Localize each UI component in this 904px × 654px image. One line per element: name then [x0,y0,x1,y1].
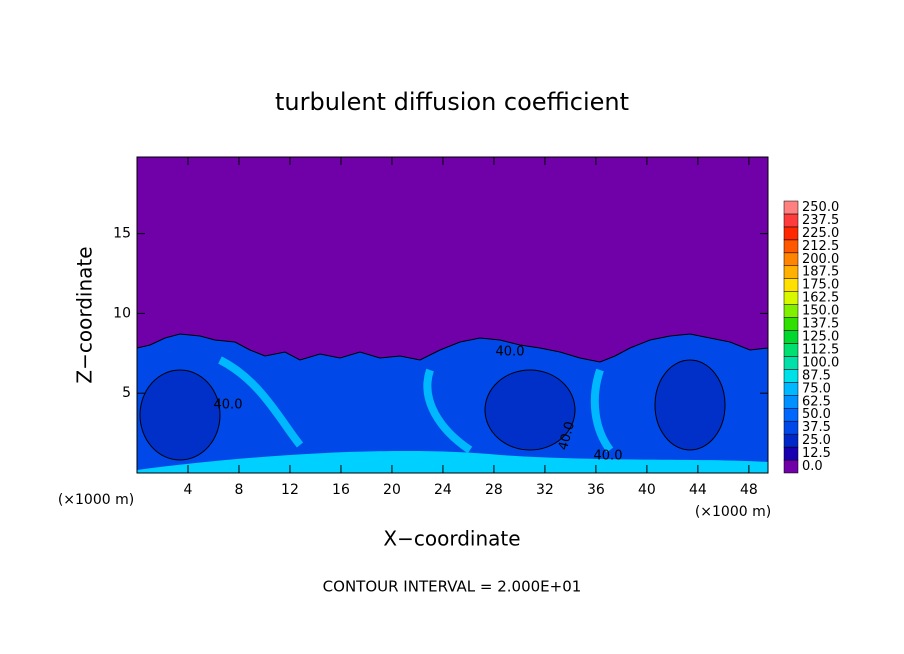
colorbar-box [783,395,799,409]
x-tick-label: 36 [587,482,605,498]
colorbar-label: 237.5 [802,213,839,228]
colorbar-label: 87.5 [802,368,831,383]
colorbar-box [783,213,799,228]
colorbar-label: 212.5 [802,239,839,254]
footnote: CONTOUR INTERVAL = 2.000E+01 [323,578,582,596]
x-tick-label: 20 [383,482,401,498]
x-unit-label: (×1000 m) [58,492,134,508]
contour-label: 40.0 [556,420,578,452]
colorbar-label: 37.5 [802,420,831,435]
colorbar-box [783,369,799,383]
colorbar-box [783,226,799,241]
colorbar-box [783,407,799,422]
colorbar-box [783,304,799,318]
colorbar-label: 112.5 [802,342,839,357]
colorbar-label: 187.5 [802,265,839,280]
colorbar-label: 137.5 [802,317,839,332]
contour-label: 40.0 [594,449,623,464]
colorbar-box [783,420,799,435]
surface-layer [137,450,768,473]
colorbar-box [783,291,799,305]
plot-frame [136,156,769,474]
colorbar-box [783,265,799,279]
colorbar-label: 200.0 [802,252,839,267]
colorbar-label: 12.5 [802,446,831,461]
colorbar-label: 25.0 [802,433,831,448]
y-tick-label: 10 [113,305,131,321]
colorbar-label: 62.5 [802,394,831,409]
x-tick-label: 8 [235,482,244,498]
colorbar-label: 125.0 [802,330,839,345]
colorbar-box [783,317,799,331]
x-tick-label: 40 [638,482,656,498]
colorbar-box [783,343,799,357]
eddy [139,369,221,461]
colorbar-label: 0.0 [802,459,823,474]
chart-title: turbulent diffusion coefficient [275,88,629,116]
contour-label: 40.0 [214,398,243,413]
x-tick-label: 28 [485,482,503,498]
colorbar-box [783,356,799,370]
colorbar-box [783,433,799,448]
x-tick-label: 4 [184,482,193,498]
x-axis-label: X−coordinate [383,527,520,551]
colorbar-box [783,330,799,344]
x-tick-label: 48 [740,482,758,498]
x-tick-label: 16 [332,482,350,498]
streak [218,356,614,454]
colorbar-box [783,446,799,461]
eddy [484,369,576,451]
y-tick-label: 5 [122,385,131,401]
x-tick-label: 24 [434,482,452,498]
colorbar-box [783,382,799,396]
x-tick-label: 44 [689,482,707,498]
colorbar-box [783,200,799,215]
colorbar-box [783,239,799,254]
contour-label: 40.0 [496,345,525,360]
colorbar-label: 175.0 [802,278,839,293]
y-tick-label: 15 [113,226,131,242]
colorbar-label: 75.0 [802,381,831,396]
colorbar-label: 250.0 [802,200,839,215]
colorbar-box [783,252,799,267]
colorbar-label: 50.0 [802,407,831,422]
colorbar-label: 162.5 [802,291,839,306]
x-unit-label: (×1000 m) [695,504,771,520]
field [136,157,769,474]
colorbar-label: 225.0 [802,226,839,241]
y-axis-label: Z−coordinate [73,246,97,383]
colorbar-label: 150.0 [802,304,839,319]
x-tick-label: 32 [536,482,554,498]
eddy [654,359,726,451]
colorbar-label: 100.0 [802,355,839,370]
x-tick-label: 12 [281,482,299,498]
colorbar-box [783,278,799,292]
colorbar-box [783,459,799,474]
